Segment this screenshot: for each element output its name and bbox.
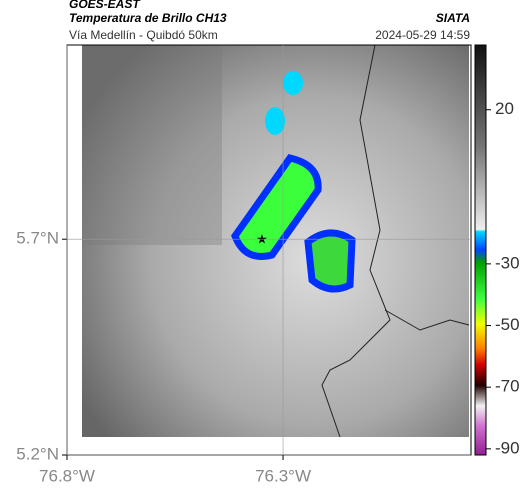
timestamp: 2024-05-29 14:59 [375, 28, 470, 42]
map-image: ★ [82, 44, 470, 438]
route: Vía Medellín - Quibdó 50km [69, 28, 218, 42]
subtitle: Temperatura de Brillo CH13 [69, 11, 227, 25]
colorbar-label: -70 [495, 377, 520, 396]
source: SIATA [436, 11, 470, 25]
y-tick-label: 5.2°N [16, 444, 59, 463]
x-tick-label: 76.3°W [255, 466, 311, 485]
colorbar [474, 44, 487, 456]
cold-cloud [265, 107, 285, 135]
x-tick-label: 76.8°W [39, 466, 95, 485]
colorbar-label: -30 [495, 253, 520, 272]
colorbar-label: -90 [495, 438, 520, 457]
colorbar-label: -50 [495, 315, 520, 334]
colorbar-label: 20 [495, 99, 514, 118]
header: GOES-EAST Temperatura de Brillo CH13 SIA… [69, 0, 470, 42]
border-line [384, 309, 470, 331]
convective-cell [304, 229, 356, 293]
title: GOES-EAST [69, 0, 141, 11]
cloud-shade [82, 45, 222, 245]
border-line [321, 44, 391, 438]
convective-cell [231, 154, 322, 260]
cold-cloud [283, 71, 303, 95]
axes: 5.7°N 5.2°N 76.8°W 76.3°W 20 -30 -50 -70 -90 [16, 44, 520, 485]
y-tick-label: 5.7°N [16, 229, 59, 248]
